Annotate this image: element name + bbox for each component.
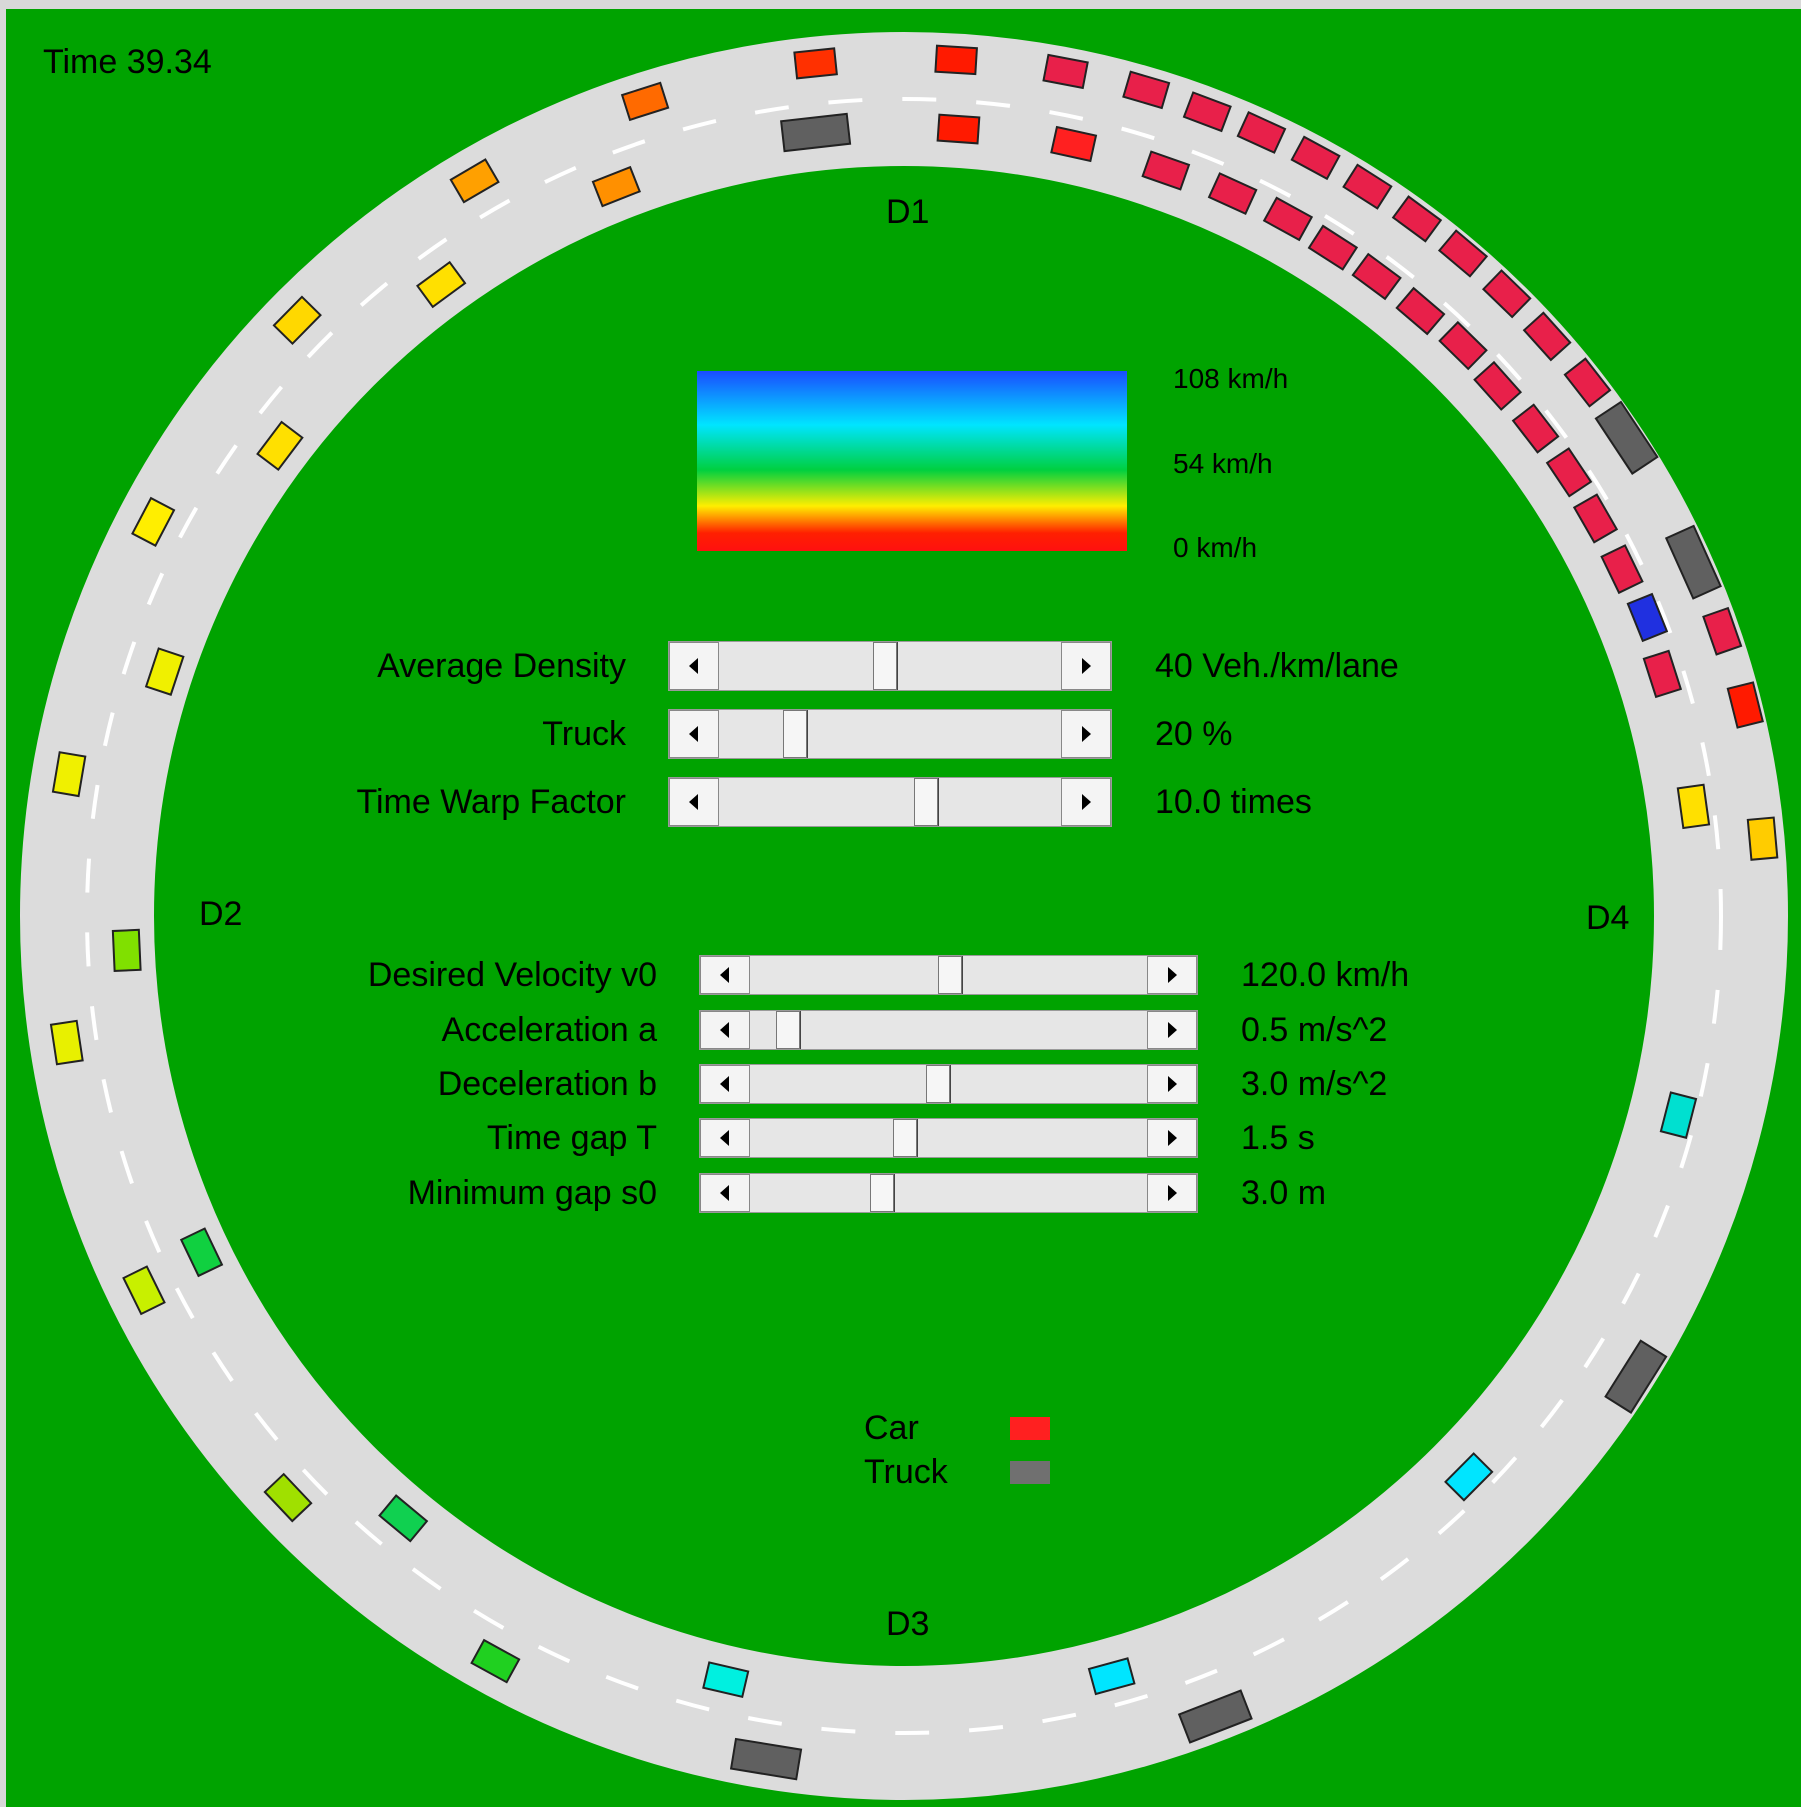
slider-right-arrow[interactable]: [1147, 1011, 1197, 1049]
legend-label: Truck: [864, 1455, 948, 1489]
slider-label: Average Density: [377, 649, 626, 683]
slider-left-arrow[interactable]: [669, 778, 719, 826]
slider-left-arrow[interactable]: [700, 1119, 750, 1157]
detector-label: D4: [1586, 901, 1629, 935]
car: [794, 48, 836, 78]
truck: [781, 114, 850, 151]
slider[interactable]: [699, 1173, 1198, 1213]
speed-label: 0 km/h: [1173, 534, 1257, 562]
slider[interactable]: [699, 1010, 1198, 1050]
simulation-canvas: Time 39.34 D1 D2 D3 D4 108 km/h 54 km/h …: [6, 9, 1801, 1807]
slider-right-arrow[interactable]: [1147, 1065, 1197, 1103]
car: [935, 46, 977, 74]
slider-left-arrow[interactable]: [700, 1065, 750, 1103]
detector-label: D1: [886, 195, 929, 229]
slider[interactable]: [668, 641, 1112, 691]
app: {"time": "Time 39.34", "detectors": ["D1…: [0, 0, 1801, 1807]
slider-right-arrow[interactable]: [1147, 1119, 1197, 1157]
car: [938, 115, 980, 144]
slider-right-arrow[interactable]: [1061, 778, 1111, 826]
slider-right-arrow[interactable]: [1147, 956, 1197, 994]
slider[interactable]: [699, 1118, 1198, 1158]
slider-thumb[interactable]: [893, 1119, 917, 1157]
detector-label: D2: [199, 897, 242, 931]
slider-thumb[interactable]: [938, 956, 962, 994]
detector-label: D3: [886, 1607, 929, 1641]
slider-right-arrow[interactable]: [1061, 642, 1111, 690]
slider-value: 1.5 s: [1241, 1121, 1315, 1155]
slider-left-arrow[interactable]: [700, 1174, 750, 1212]
slider-label: Acceleration a: [442, 1013, 657, 1047]
slider-label: Deceleration b: [438, 1067, 657, 1101]
slider-thumb[interactable]: [873, 642, 897, 690]
slider-left-arrow[interactable]: [700, 956, 750, 994]
slider-label: Time gap T: [487, 1121, 657, 1155]
car: [1748, 818, 1777, 860]
slider[interactable]: [668, 709, 1112, 759]
slider-value: 0.5 m/s^2: [1241, 1013, 1387, 1047]
speed-label: 108 km/h: [1173, 365, 1288, 393]
slider-label: Truck: [542, 717, 626, 751]
slider[interactable]: [699, 1064, 1198, 1104]
speed-color-bar: [697, 371, 1127, 551]
truck-swatch: [1010, 1461, 1050, 1484]
slider-label: Time Warp Factor: [356, 785, 626, 819]
car: [113, 930, 141, 971]
slider-label: Desired Velocity v0: [368, 958, 657, 992]
car: [1678, 785, 1709, 828]
car: [51, 1021, 83, 1064]
car-swatch: [1010, 1417, 1050, 1440]
slider-value: 10.0 times: [1155, 785, 1312, 819]
slider-label: Minimum gap s0: [408, 1176, 657, 1210]
slider-thumb[interactable]: [783, 710, 807, 758]
slider-value: 3.0 m/s^2: [1241, 1067, 1387, 1101]
time-display: Time 39.34: [43, 45, 212, 79]
slider-left-arrow[interactable]: [669, 710, 719, 758]
speed-label: 54 km/h: [1173, 450, 1273, 478]
car: [53, 752, 85, 796]
slider-thumb[interactable]: [926, 1065, 950, 1103]
slider-right-arrow[interactable]: [1147, 1174, 1197, 1212]
slider-thumb[interactable]: [776, 1011, 800, 1049]
slider-right-arrow[interactable]: [1061, 710, 1111, 758]
legend-label: Car: [864, 1411, 919, 1445]
road-layer: [6, 9, 1801, 1807]
slider-thumb[interactable]: [870, 1174, 894, 1212]
slider-value: 3.0 m: [1241, 1176, 1326, 1210]
slider-value: 20 %: [1155, 717, 1233, 751]
slider-thumb[interactable]: [914, 778, 938, 826]
slider[interactable]: [699, 955, 1198, 995]
slider-left-arrow[interactable]: [700, 1011, 750, 1049]
slider-value: 40 Veh./km/lane: [1155, 649, 1399, 683]
slider-left-arrow[interactable]: [669, 642, 719, 690]
slider[interactable]: [668, 777, 1112, 827]
slider-value: 120.0 km/h: [1241, 958, 1409, 992]
